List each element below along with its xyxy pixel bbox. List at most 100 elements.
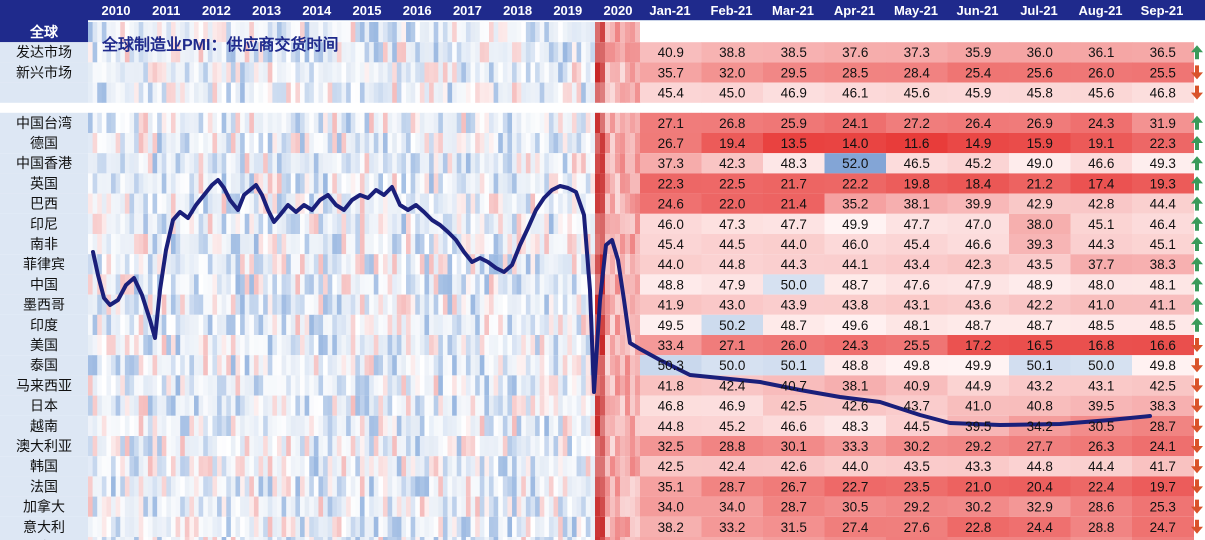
history-cell (134, 42, 140, 63)
row-label: 英国 (30, 175, 58, 191)
history-cell (138, 234, 144, 255)
history-cell (521, 516, 527, 537)
history-cell (115, 436, 121, 457)
history-cell (378, 415, 384, 436)
heatmap-cell (824, 82, 887, 103)
history-cell (548, 153, 555, 174)
history-cell (286, 516, 292, 537)
history-cell (535, 62, 541, 83)
history-cell (203, 355, 209, 376)
history-cell (143, 22, 149, 43)
history-cell (129, 62, 135, 83)
history-cell (359, 436, 366, 457)
history-cell (350, 395, 356, 416)
history-cell (502, 314, 508, 335)
history-cell (456, 537, 462, 540)
history-cell (392, 234, 398, 255)
history-cell (410, 62, 416, 83)
history-cell (276, 82, 283, 103)
history-cell (189, 537, 195, 540)
history-cell (217, 112, 223, 133)
row-label-bg (0, 173, 88, 194)
history-cell (230, 213, 236, 234)
separator-cell (615, 496, 621, 517)
separator-cell (615, 193, 621, 214)
history-cell (502, 476, 508, 497)
history-cell (465, 234, 472, 255)
history-cell (129, 537, 135, 540)
history-cell (558, 82, 564, 103)
history-cell (507, 153, 513, 174)
cell-value: 45.1 (1150, 237, 1176, 252)
history-cell (590, 395, 596, 416)
history-cell (106, 82, 112, 103)
history-cell (590, 415, 596, 436)
history-cell (438, 234, 444, 255)
heatmap-cell (701, 476, 764, 497)
row-label: 巴西 (30, 196, 58, 212)
history-cell (263, 62, 269, 83)
history-cell (387, 42, 393, 63)
history-cell (198, 496, 204, 517)
history-cell (507, 436, 513, 457)
cell-value: 47.9 (965, 277, 991, 292)
heatmap-cell (763, 456, 825, 477)
cell-value: 46.6 (1088, 156, 1114, 171)
history-cell (461, 82, 467, 103)
history-cell (124, 395, 130, 416)
history-cell (88, 496, 94, 517)
history-cell (433, 496, 439, 517)
history-cell (530, 314, 536, 335)
history-cell (138, 415, 144, 436)
history-cell (530, 193, 536, 214)
history-cell (290, 395, 296, 416)
cell-value: 16.8 (1088, 338, 1114, 353)
heatmap-cell (701, 496, 764, 517)
history-cell (212, 456, 218, 477)
history-cell (290, 193, 296, 214)
row-label-bg (0, 20, 88, 43)
history-cell (465, 355, 472, 376)
history-cell (433, 375, 439, 396)
history-cell (507, 193, 513, 214)
history-cell (535, 274, 541, 295)
cell-value: 35.7 (658, 65, 684, 80)
history-cell (507, 537, 513, 540)
history-cell (521, 62, 527, 83)
cell-value: 32.0 (719, 65, 745, 80)
history-cell (346, 415, 352, 436)
history-cell (535, 82, 541, 103)
history-cell (502, 173, 508, 194)
history-cell (170, 62, 177, 83)
cell-value: 47.0 (965, 217, 991, 232)
history-cell (166, 133, 172, 154)
separator-cell (610, 112, 616, 133)
history-cell (479, 274, 485, 295)
history-cell (456, 254, 462, 275)
history-cell (571, 112, 578, 133)
history-cell (203, 234, 209, 255)
history-cell (502, 415, 508, 436)
history-cell (382, 476, 389, 497)
history-cell (175, 274, 181, 295)
history-cell (115, 42, 121, 63)
history-cell (313, 294, 319, 315)
history-cell (230, 395, 236, 416)
heatmap-cell (701, 355, 764, 376)
history-cell (217, 476, 223, 497)
history-cell (433, 436, 439, 457)
history-cell (166, 395, 172, 416)
history-cell (369, 62, 375, 83)
separator-cell (620, 133, 626, 154)
history-cell (194, 476, 200, 497)
history-cell (484, 456, 490, 477)
month-label: Jul-21 (1020, 3, 1058, 18)
history-cell (198, 153, 204, 174)
history-cell (571, 436, 578, 457)
history-cell (429, 415, 435, 436)
history-cell (461, 516, 467, 537)
history-cell (157, 42, 163, 63)
history-cell (419, 436, 425, 457)
separator-cell (610, 133, 616, 154)
history-cell (221, 496, 227, 517)
